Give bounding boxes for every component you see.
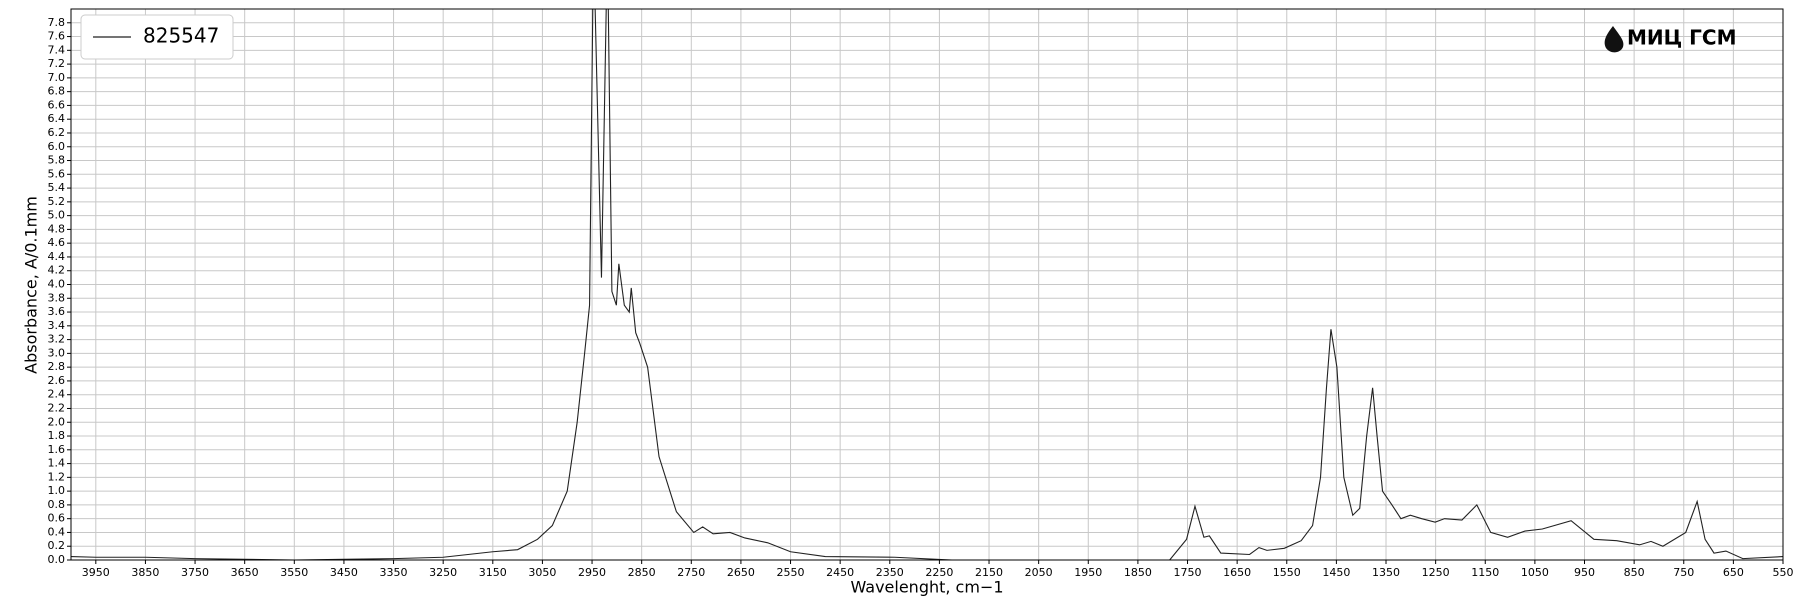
x-tick-label: 2250 [925,566,953,579]
x-tick-label: 1350 [1372,566,1400,579]
y-tick-label: 4.2 [48,264,66,277]
y-tick-label: 7.2 [48,57,66,70]
x-tick-label: 3950 [82,566,110,579]
x-tick-label: 3750 [181,566,209,579]
y-tick-label: 2.4 [48,388,66,401]
x-tick-label: 3650 [231,566,259,579]
y-tick-label: 3.8 [48,291,66,304]
y-tick-label: 6.0 [48,140,66,153]
x-tick-label: 1650 [1223,566,1251,579]
y-tick-label: 0.6 [48,512,66,525]
y-axis-label: Absorbance, A/0.1mm [22,196,41,374]
y-tick-label: 5.6 [48,167,66,180]
y-tick-label: 6.2 [48,126,66,139]
y-tick-label: 4.0 [48,278,66,291]
x-tick-label: 2650 [727,566,755,579]
y-tick-label: 7.0 [48,71,66,84]
x-axis-label: Wavelenght, cm−1 [850,578,1003,597]
y-tick-label: 7.6 [48,30,66,43]
y-tick-label: 3.4 [48,319,66,332]
x-tick-label: 1450 [1322,566,1350,579]
y-tick-label: 0.2 [48,539,66,552]
y-tick-label: 1.6 [48,443,66,456]
logo-icon [1604,26,1624,53]
x-tick-label: 650 [1723,566,1744,579]
x-tick-label: 2750 [677,566,705,579]
logo: МИЦ ГСМ [1604,26,1736,53]
x-tick-label: 3150 [479,566,507,579]
x-tick-label: 2950 [578,566,606,579]
x-tick-label: 750 [1673,566,1694,579]
y-tick-label: 2.2 [48,401,66,414]
x-tick-label: 2050 [1025,566,1053,579]
x-tick-label: 1050 [1521,566,1549,579]
logo-text: МИЦ ГСМ [1627,26,1736,50]
x-tick-label: 550 [1773,566,1794,579]
series-layer [71,9,1783,560]
y-tick-label: 6.8 [48,85,66,98]
y-tick-label: 5.0 [48,209,66,222]
x-tick-label: 950 [1574,566,1595,579]
y-tick-label: 2.6 [48,374,66,387]
x-tick-label: 2350 [876,566,904,579]
x-tick-label: 3350 [380,566,408,579]
y-tick-label: 0.4 [48,525,66,538]
x-tick-label: 2150 [975,566,1003,579]
y-tick-label: 4.4 [48,250,66,263]
x-tick-label: 3250 [429,566,457,579]
y-tick-label: 4.8 [48,222,66,235]
x-tick-label: 2850 [628,566,656,579]
x-tick-label: 1850 [1124,566,1152,579]
y-tick-label: 4.6 [48,236,66,249]
x-tick-label: 3050 [528,566,556,579]
y-tick-label: 1.0 [48,484,66,497]
y-tick-label: 5.4 [48,181,66,194]
y-tick-label: 5.8 [48,154,66,167]
y-tick-label: 3.2 [48,333,66,346]
x-tick-label: 1250 [1422,566,1450,579]
x-tick-label: 3450 [330,566,358,579]
x-tick-label: 1550 [1273,566,1301,579]
x-tick-label: 1150 [1471,566,1499,579]
y-tick-label: 7.8 [48,16,66,29]
y-tick-label: 0.8 [48,498,66,511]
y-tick-label: 2.0 [48,415,66,428]
y-tick-label: 6.4 [48,112,66,125]
x-tick-label: 2450 [826,566,854,579]
legend-label: 825547 [143,24,219,48]
y-tick-label: 2.8 [48,360,66,373]
y-tick-label: 7.4 [48,43,66,56]
x-tick-label: 3850 [131,566,159,579]
y-tick-label: 3.0 [48,346,66,359]
x-tick-label: 2550 [777,566,805,579]
y-tick-label: 0.0 [48,553,66,566]
y-tick-label: 1.2 [48,470,66,483]
legend: 825547 [80,14,234,60]
y-tick-label: 5.2 [48,195,66,208]
x-tick-label: 1950 [1074,566,1102,579]
grid [71,9,1784,561]
y-tick-label: 1.4 [48,457,66,470]
y-tick-label: 3.6 [48,305,66,318]
x-tick-label: 850 [1624,566,1645,579]
x-tick-label: 3550 [280,566,308,579]
y-tick-label: 1.8 [48,429,66,442]
legend-box [80,14,234,60]
x-tick-label: 1750 [1174,566,1202,579]
y-tick-label: 6.6 [48,98,66,111]
series-line [71,9,1783,560]
